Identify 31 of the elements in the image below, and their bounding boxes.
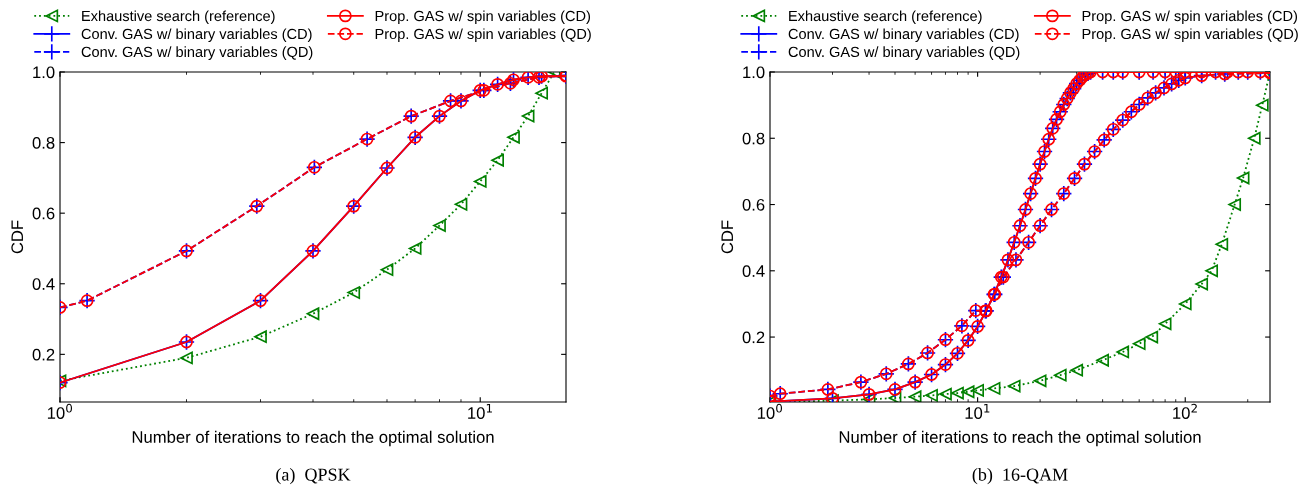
x-tick-label: 10$^{1}$: [468, 403, 492, 419]
legend-label: Prop. GAS w/ spin variables (CD): [375, 10, 590, 25]
legend-label: Conv. GAS w/ binary variables (CD): [788, 28, 1019, 42]
legend-label: Prop. GAS w/ spin variables (QD): [1082, 28, 1298, 42]
y-tick-label: 0.2: [32, 348, 55, 361]
x-tick-label: 10$^{2}$: [1173, 403, 1197, 419]
y-tick-label: 0.4: [32, 278, 55, 290]
x-axis-title: Number of iterations to reach the optimal solution: [132, 430, 494, 447]
y-tick-label: 0.2: [742, 331, 765, 344]
y-tick-label: 0.6: [32, 207, 55, 220]
y-tick-label: 1.0: [33, 66, 55, 79]
x-tick-label: 10$^{0}$: [757, 403, 783, 419]
legend-label: Prop. GAS w/ spin variables (CD): [1082, 10, 1297, 25]
legend-label: Conv. GAS w/ binary variables (QD): [788, 46, 1020, 60]
legend-label: Exhaustive search (reference): [82, 10, 275, 24]
y-tick-label: 0.4: [742, 265, 765, 277]
y-tick-label: 0.8: [742, 132, 765, 145]
y-axis-title: CDF: [11, 220, 24, 254]
legend-label: Prop. GAS w/ spin variables (QD): [375, 28, 591, 42]
y-tick-label: 1.0: [743, 66, 765, 79]
text: (a) QPSK: [276, 468, 351, 485]
x-axis-title: Number of iterations to reach the optimal solution: [839, 430, 1201, 447]
y-tick-label: 0.6: [742, 198, 765, 211]
y-tick-label: 0.8: [32, 136, 55, 149]
x-tick-label: 10$^{1}$: [965, 403, 990, 419]
x-tick-label: 10$^{0}$: [47, 403, 73, 419]
text: (b) 16-QAM: [972, 468, 1068, 485]
legend-label: Conv. GAS w/ binary variables (QD): [81, 46, 313, 60]
legend-label: Exhaustive search (reference): [789, 10, 982, 24]
y-axis-title: CDF: [721, 220, 734, 254]
legend-label: Conv. GAS w/ binary variables (CD): [81, 28, 312, 42]
